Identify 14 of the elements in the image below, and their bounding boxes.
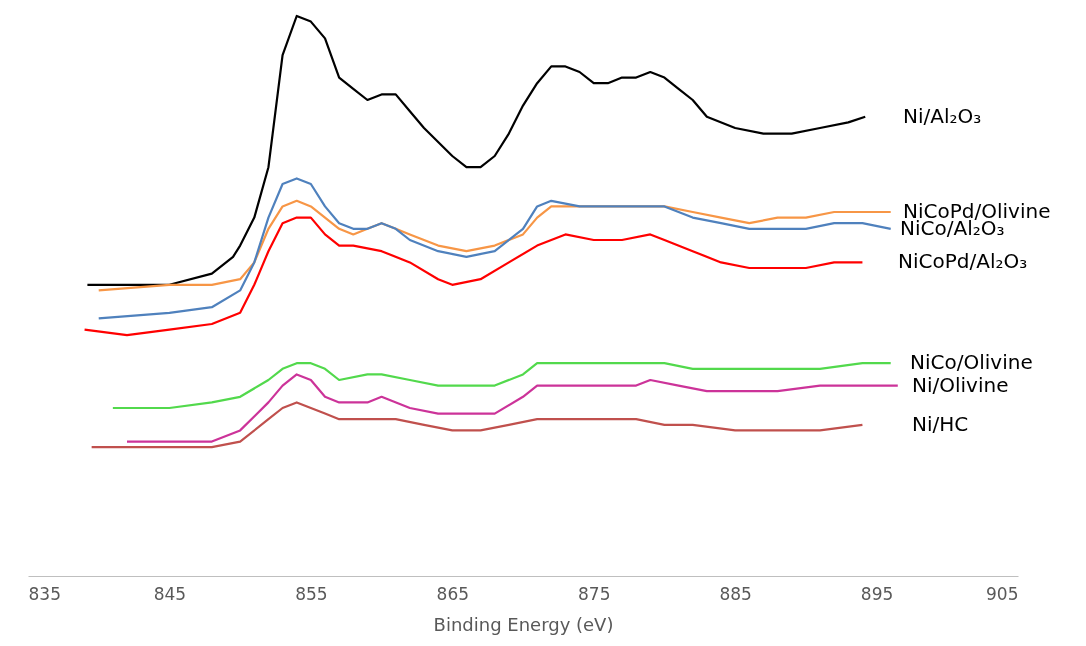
text: Ni/HC xyxy=(912,411,969,436)
x-tick-label: 885 xyxy=(719,583,752,604)
x-tick-label: 845 xyxy=(153,583,187,604)
series-label: Ni/Al₂O₃ xyxy=(903,103,982,128)
x-tick-label: 875 xyxy=(577,583,611,604)
series-label: NiCoPd/Al₂O₃ xyxy=(898,249,1028,274)
x-tick-label: 835 xyxy=(28,583,61,604)
x-tick-label: 905 xyxy=(986,583,1019,604)
x-tick-label: 865 xyxy=(436,583,470,604)
series-label: Ni/Olivine xyxy=(912,372,1009,397)
x-axis-title: Binding Energy (eV) xyxy=(433,613,614,635)
x-tick-label: 895 xyxy=(860,583,894,604)
x-tick-label: 855 xyxy=(295,583,328,604)
series-label: NiCo/Olivine xyxy=(910,350,1033,375)
